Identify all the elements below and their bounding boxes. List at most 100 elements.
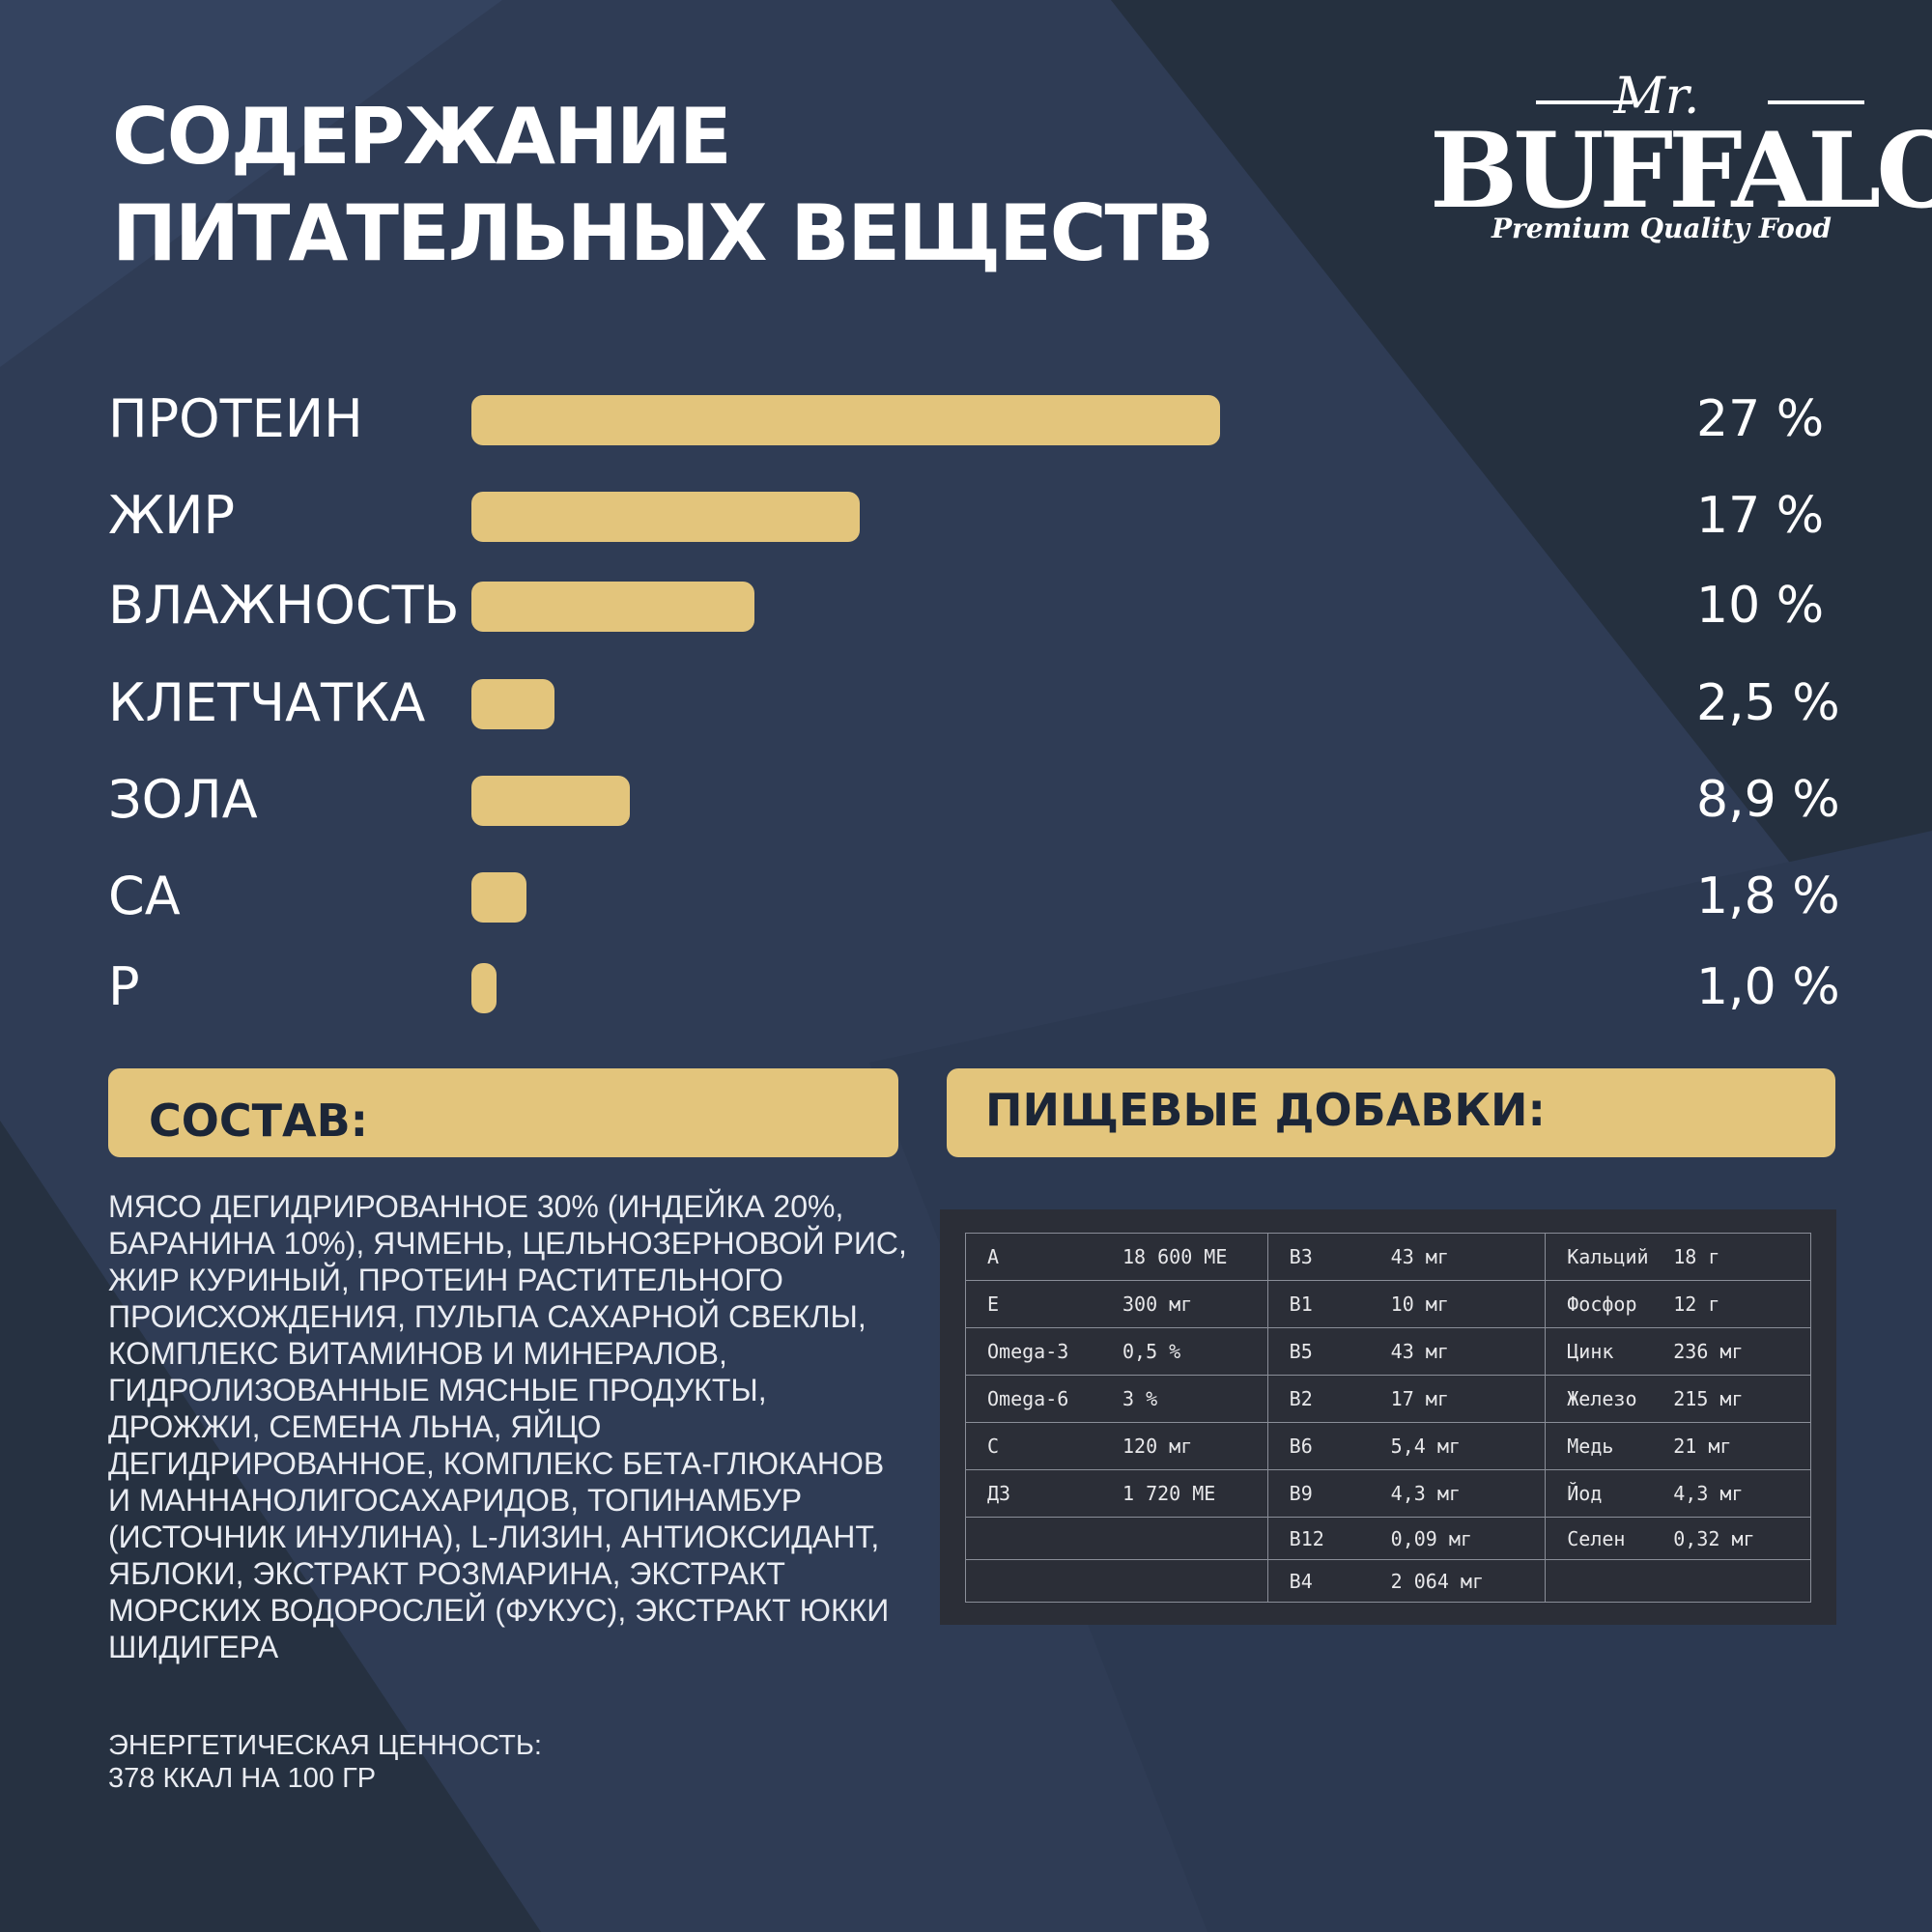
bar-label: ЖИР bbox=[108, 485, 236, 546]
bar-track bbox=[471, 395, 1414, 445]
additive-amount: 236 мг bbox=[1673, 1340, 1744, 1363]
logo-mr: Mr. bbox=[1613, 68, 1700, 126]
additive-name: Медь bbox=[1567, 1435, 1614, 1458]
nutrient-bar-chart: ПРОТЕИН 27 % ЖИР 17 % ВЛАЖНОСТЬ 10 % КЛЕТЧАТКА… bbox=[0, 367, 1932, 1024]
additive-amount: 18 600 МЕ bbox=[1122, 1245, 1228, 1268]
additive-name: B4 bbox=[1289, 1569, 1313, 1593]
bar-track bbox=[471, 872, 1414, 923]
additive-name: Omega-6 bbox=[987, 1387, 1069, 1410]
logo-tagline: Premium Quality Food bbox=[1491, 213, 1832, 244]
additive-amount: 4,3 мг bbox=[1390, 1482, 1461, 1505]
bar-value-label: 1,0 % bbox=[1696, 958, 1840, 1016]
additive-cell bbox=[1545, 1559, 1811, 1603]
logo-brand: BUFFALO bbox=[1430, 110, 1932, 232]
additive-row: Omega-3 0,5 % B5 43 мг Цинк 236 мг bbox=[965, 1327, 1811, 1376]
title-line-1: СОДЕРЖАНИЕ bbox=[112, 92, 732, 182]
energy-value: ЭНЕРГЕТИЧЕСКАЯ ЦЕННОСТЬ: 378 ККАЛ НА 100… bbox=[108, 1729, 881, 1795]
additive-row: B12 0,09 мг Селен 0,32 мг bbox=[965, 1517, 1811, 1560]
composition-line: ПРОИСХОЖДЕНИЯ, ПУЛЬПА САХАРНОЙ СВЕКЛЫ, bbox=[108, 1299, 867, 1334]
additive-name: B12 bbox=[1289, 1526, 1324, 1550]
additive-cell: B4 2 064 мг bbox=[1266, 1559, 1547, 1603]
additive-row: Д3 1 720 МЕ B9 4,3 мг Йод 4,3 мг bbox=[965, 1469, 1811, 1518]
additive-amount: 43 мг bbox=[1390, 1340, 1449, 1363]
additive-name: Селен bbox=[1567, 1526, 1626, 1550]
additive-cell: Д3 1 720 МЕ bbox=[965, 1469, 1268, 1518]
additive-amount: 1 720 МЕ bbox=[1122, 1482, 1216, 1505]
additive-cell bbox=[965, 1517, 1268, 1560]
bar-row: ЗОЛА 8,9 % bbox=[0, 771, 1932, 830]
bar-track bbox=[471, 492, 1414, 542]
bar-label: CA bbox=[108, 866, 181, 926]
additive-amount: 0,32 мг bbox=[1673, 1526, 1755, 1550]
logo-rule-right bbox=[1768, 100, 1864, 104]
additive-amount: 12 г bbox=[1673, 1293, 1720, 1316]
additive-cell: B1 10 мг bbox=[1266, 1280, 1547, 1328]
additive-row: A 18 600 МЕ B3 43 мг Кальций 18 г bbox=[965, 1233, 1811, 1281]
additive-name: Йод bbox=[1567, 1482, 1603, 1505]
brand-logo: Mr. BUFFALO Premium Quality Food bbox=[1430, 68, 1932, 261]
additive-amount: 17 мг bbox=[1390, 1387, 1449, 1410]
additive-name: B9 bbox=[1289, 1482, 1313, 1505]
additives-panel: A 18 600 МЕ B3 43 мг Кальций 18 г E 300 мг B1 10 … bbox=[940, 1209, 1836, 1625]
additive-amount: 0,5 % bbox=[1122, 1340, 1181, 1363]
additive-cell: B3 43 мг bbox=[1266, 1233, 1547, 1281]
additive-name: C bbox=[987, 1435, 1000, 1458]
energy-label: ЭНЕРГЕТИЧЕСКАЯ ЦЕННОСТЬ: bbox=[108, 1730, 542, 1761]
bar-value-label: 17 % bbox=[1696, 487, 1825, 545]
bar-track bbox=[471, 963, 1414, 1013]
composition-line: И МАННАНОЛИГОСАХАРИДОВ, ТОПИНАМБУР bbox=[108, 1483, 803, 1518]
composition-line: ЯБЛОКИ, ЭКСТРАКТ РОЗМАРИНА, ЭКСТРАКТ bbox=[108, 1556, 785, 1591]
composition-line: (ИСТОЧНИК ИНУЛИНА), L-ЛИЗИН, АНТИОКСИДАН… bbox=[108, 1520, 880, 1554]
additive-amount: 3 % bbox=[1122, 1387, 1158, 1410]
additive-cell: Железо 215 мг bbox=[1545, 1375, 1811, 1423]
additive-amount: 0,09 мг bbox=[1390, 1526, 1472, 1550]
additive-cell: A 18 600 МЕ bbox=[965, 1233, 1268, 1281]
bar-row: P 1,0 % bbox=[0, 956, 1932, 1017]
additive-amount: 10 мг bbox=[1390, 1293, 1449, 1316]
additive-cell: Omega-3 0,5 % bbox=[965, 1327, 1268, 1376]
additive-name: A bbox=[987, 1245, 1000, 1268]
composition-line: БАРАНИНА 10%), ЯЧМЕНЬ, ЦЕЛЬНОЗЕРНОВОЙ РИ… bbox=[108, 1226, 907, 1261]
additive-cell: Селен 0,32 мг bbox=[1545, 1517, 1811, 1560]
bar-value-label: 1,8 % bbox=[1696, 867, 1840, 925]
additive-cell: E 300 мг bbox=[965, 1280, 1268, 1328]
bar-value-label: 8,9 % bbox=[1696, 771, 1840, 829]
bar bbox=[471, 395, 1220, 445]
bar-track bbox=[471, 679, 1414, 729]
bar bbox=[471, 776, 630, 826]
additive-row: B4 2 064 мг bbox=[965, 1559, 1811, 1603]
composition-text: МЯСО ДЕГИДРИРОВАННОЕ 30% (ИНДЕЙКА 20%, БА… bbox=[108, 1188, 920, 1665]
additive-cell: Медь 21 мг bbox=[1545, 1422, 1811, 1470]
bar-track bbox=[471, 776, 1414, 826]
additive-amount: 5,4 мг bbox=[1390, 1435, 1461, 1458]
additive-cell: B6 5,4 мг bbox=[1266, 1422, 1547, 1470]
bar-row: КЛЕТЧАТКА 2,5 % bbox=[0, 674, 1932, 733]
bar-row: ВЛАЖНОСТЬ 10 % bbox=[0, 575, 1932, 636]
additive-cell: Цинк 236 мг bbox=[1545, 1327, 1811, 1376]
bar bbox=[471, 492, 860, 542]
additive-name: Кальций bbox=[1567, 1245, 1649, 1268]
bar-value-label: 27 % bbox=[1696, 390, 1825, 448]
bar bbox=[471, 679, 554, 729]
energy-amount: 378 ККАЛ НА 100 ГР bbox=[108, 1763, 377, 1794]
additive-cell: B12 0,09 мг bbox=[1266, 1517, 1547, 1560]
composition-line: МОРСКИХ ВОДОРОСЛЕЙ (ФУКУС), ЭКСТРАКТ ЮКК… bbox=[108, 1593, 890, 1628]
bar-label: ВЛАЖНОСТЬ bbox=[108, 575, 460, 636]
bar-label: P bbox=[108, 956, 140, 1017]
additive-cell bbox=[965, 1559, 1268, 1603]
additives-header: ПИЩЕВЫЕ ДОБАВКИ: bbox=[947, 1068, 1835, 1157]
additive-amount: 215 мг bbox=[1673, 1387, 1744, 1410]
bar bbox=[471, 963, 497, 1013]
composition-line: ШИДИГЕРА bbox=[108, 1630, 279, 1664]
bar-label: ПРОТЕИН bbox=[108, 388, 363, 449]
additive-cell: Кальций 18 г bbox=[1545, 1233, 1811, 1281]
additive-amount: 4,3 мг bbox=[1673, 1482, 1744, 1505]
additive-name: Omega-3 bbox=[987, 1340, 1069, 1363]
page-title: СОДЕРЖАНИЕ ПИТАТЕЛЬНЫХ ВЕЩЕСТВ bbox=[112, 89, 1271, 282]
logo-rule-left bbox=[1536, 100, 1633, 104]
additive-cell: B5 43 мг bbox=[1266, 1327, 1547, 1376]
composition-header: СОСТАВ: bbox=[108, 1068, 898, 1157]
additive-cell: Фосфор 12 г bbox=[1545, 1280, 1811, 1328]
composition-line: ГИДРОЛИЗОВАННЫЕ МЯСНЫЕ ПРОДУКТЫ, bbox=[108, 1373, 767, 1407]
additive-cell: B9 4,3 мг bbox=[1266, 1469, 1547, 1518]
